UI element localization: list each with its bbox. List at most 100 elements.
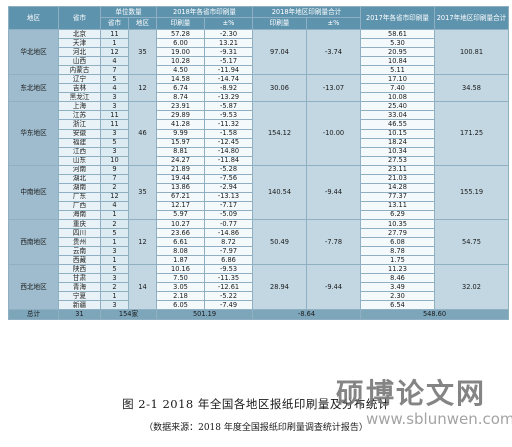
print-2018-cell: 12.17 bbox=[156, 200, 205, 211]
province-cell: 甘肃 bbox=[58, 273, 101, 284]
print-2018-cell: 67.21 bbox=[156, 191, 205, 202]
province-count-cell: 10 bbox=[100, 155, 129, 166]
print-2017-cell: 5.30 bbox=[360, 38, 435, 49]
print-2018-cell: 14.58 bbox=[156, 74, 205, 85]
table-row: 海南 1 5.97 -5.09 6.29 bbox=[9, 209, 509, 220]
print-volume-table: 地区 省市 单位数量 2018年各省市印刷量 2018年地区印刷量合计 2017… bbox=[8, 6, 509, 321]
table-body: 华北地区 北京 11 35 57.28 -2.30 97.04 -3.74 58.61 100.8… bbox=[8, 28, 509, 321]
region-pct-2018-cell: -13.07 bbox=[306, 74, 361, 103]
region-name-cell: 西北地区 bbox=[8, 264, 59, 311]
print-2018-cell: 5.97 bbox=[156, 209, 205, 220]
print-2018-cell: 6.74 bbox=[156, 83, 205, 94]
province-count-cell: 2 bbox=[100, 182, 129, 193]
print-2018-cell: 24.27 bbox=[156, 155, 205, 166]
pct-2018-cell: -9.53 bbox=[204, 264, 253, 275]
region-total-2017-cell: 34.58 bbox=[434, 74, 509, 103]
pct-2018-cell: -9.53 bbox=[204, 110, 253, 121]
header-region-total-2018: 2018年地区印刷量合计 bbox=[252, 6, 361, 18]
print-2017-cell: 3.49 bbox=[360, 282, 435, 293]
table-row: 广东 12 67.21 -13.13 77.37 bbox=[9, 191, 509, 202]
province-cell: 西藏 bbox=[58, 255, 101, 266]
province-count-cell: 2 bbox=[100, 218, 129, 230]
pct-2018-cell: 6.86 bbox=[204, 255, 253, 266]
subheader-region-pct: ±% bbox=[306, 17, 361, 30]
province-count-cell: 3 bbox=[100, 128, 129, 139]
print-2017-cell: 6.08 bbox=[360, 237, 435, 248]
province-count-cell: 1 bbox=[100, 38, 129, 49]
region-count-cell: 12 bbox=[128, 74, 157, 103]
region-print-2018-cell: 140.54 bbox=[252, 164, 307, 220]
region-name-cell: 华北地区 bbox=[8, 28, 59, 76]
pct-2018-cell: 8.72 bbox=[204, 237, 253, 248]
table-row: 西藏 1 1.87 6.86 1.75 bbox=[9, 255, 509, 266]
province-cell: 河北 bbox=[58, 47, 101, 58]
province-count-cell: 11 bbox=[100, 119, 129, 130]
province-count-cell: 1 bbox=[100, 291, 129, 302]
table-row: 中南地区 河南 9 35 21.89 -5.28 140.54 -9.44 23.11 155.1… bbox=[8, 164, 509, 220]
province-cell: 山西 bbox=[58, 56, 101, 67]
pct-2018-cell: -14.86 bbox=[204, 228, 253, 239]
print-2017-cell: 13.11 bbox=[360, 200, 435, 211]
subheader-print: 印刷量 bbox=[156, 17, 205, 30]
pct-2018-cell: -11.35 bbox=[204, 273, 253, 284]
subheader-prov-count: 省市 bbox=[100, 17, 129, 30]
region-total-2017-cell: 155.19 bbox=[434, 164, 509, 220]
province-cell: 重庆 bbox=[58, 218, 101, 230]
table-row: 江西 3 8.81 -14.80 10.34 bbox=[9, 146, 509, 157]
pct-2018-cell: -11.94 bbox=[204, 65, 253, 76]
region-pct-2018-cell: -9.44 bbox=[306, 164, 361, 220]
total-print-cell: 501.19 bbox=[156, 309, 253, 321]
print-2018-cell: 10.28 bbox=[156, 56, 205, 67]
print-2018-cell: 7.50 bbox=[156, 273, 205, 284]
print-2018-cell: 6.00 bbox=[156, 38, 205, 49]
print-2018-cell: 10.27 bbox=[156, 218, 205, 230]
table-row: 四川 5 23.66 -14.86 27.79 bbox=[9, 228, 509, 239]
print-2017-cell: 10.84 bbox=[360, 56, 435, 67]
header-region: 地区 bbox=[8, 6, 59, 30]
region-print-2018-cell: 97.04 bbox=[252, 28, 307, 76]
figure-source: （数据来源：2018 年度全国报纸印刷量调查统计报告） bbox=[144, 423, 368, 433]
subheader-region-print: 印刷量 bbox=[252, 17, 307, 30]
pct-2018-cell: -7.49 bbox=[204, 300, 253, 311]
province-cell: 山东 bbox=[58, 155, 101, 166]
print-2018-cell: 4.50 bbox=[156, 65, 205, 76]
region-name-cell: 东北地区 bbox=[8, 74, 59, 103]
pct-2018-cell: -13.29 bbox=[204, 92, 253, 103]
print-2017-cell: 2.30 bbox=[360, 291, 435, 302]
print-2018-cell: 1.87 bbox=[156, 255, 205, 266]
print-2018-cell: 10.16 bbox=[156, 264, 205, 275]
province-cell: 广东 bbox=[58, 191, 101, 202]
pct-2018-cell: -11.84 bbox=[204, 155, 253, 166]
region-name-cell: 西南地区 bbox=[8, 218, 59, 266]
region-count-cell: 46 bbox=[128, 101, 157, 166]
print-2017-cell: 10.15 bbox=[360, 128, 435, 139]
region-pct-2018-cell: -10.00 bbox=[306, 101, 361, 166]
province-cell: 青海 bbox=[58, 282, 101, 293]
province-count-cell: 7 bbox=[100, 65, 129, 76]
province-cell: 贵州 bbox=[58, 237, 101, 248]
print-2017-cell: 6.29 bbox=[360, 209, 435, 220]
region-count-cell: 14 bbox=[128, 264, 157, 311]
province-cell: 安徽 bbox=[58, 128, 101, 139]
province-count-cell: 3 bbox=[100, 300, 129, 311]
province-cell: 宁夏 bbox=[58, 291, 101, 302]
print-2017-cell: 21.03 bbox=[360, 173, 435, 184]
province-cell: 北京 bbox=[58, 28, 101, 40]
region-pct-2018-cell: -9.44 bbox=[306, 264, 361, 311]
table-row: 贵州 1 6.61 8.72 6.08 bbox=[9, 237, 509, 248]
table-row: 东北地区 辽宁 5 12 14.58 -14.74 30.06 -13.07 17.10 34.5… bbox=[8, 74, 509, 103]
print-2018-cell: 21.89 bbox=[156, 164, 205, 175]
province-count-cell: 1 bbox=[100, 255, 129, 266]
region-name-cell: 中南地区 bbox=[8, 164, 59, 220]
province-cell: 吉林 bbox=[58, 83, 101, 94]
print-2018-cell: 23.91 bbox=[156, 101, 205, 112]
province-cell: 广西 bbox=[58, 200, 101, 211]
province-count-cell: 1 bbox=[100, 237, 129, 248]
header-region-total-2017: 2017年地区印刷量合计 bbox=[434, 6, 509, 30]
print-2018-cell: 8.08 bbox=[156, 246, 205, 257]
header-print-2017: 2017年各省市印刷量 bbox=[360, 6, 435, 30]
region-pct-2018-cell: -7.78 bbox=[306, 218, 361, 266]
pct-2018-cell: -12.45 bbox=[204, 137, 253, 148]
figure-caption: 图 2-1 2018 年全国各地区报纸印刷量及分布统计 bbox=[122, 397, 390, 411]
pct-2018-cell: -5.87 bbox=[204, 101, 253, 112]
